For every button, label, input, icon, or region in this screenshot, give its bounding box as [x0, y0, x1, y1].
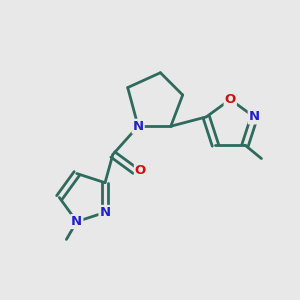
Text: N: N — [249, 110, 260, 123]
Text: O: O — [135, 164, 146, 177]
Text: N: N — [71, 215, 82, 228]
Text: N: N — [133, 120, 144, 133]
Text: O: O — [225, 93, 236, 106]
Text: N: N — [100, 206, 111, 219]
